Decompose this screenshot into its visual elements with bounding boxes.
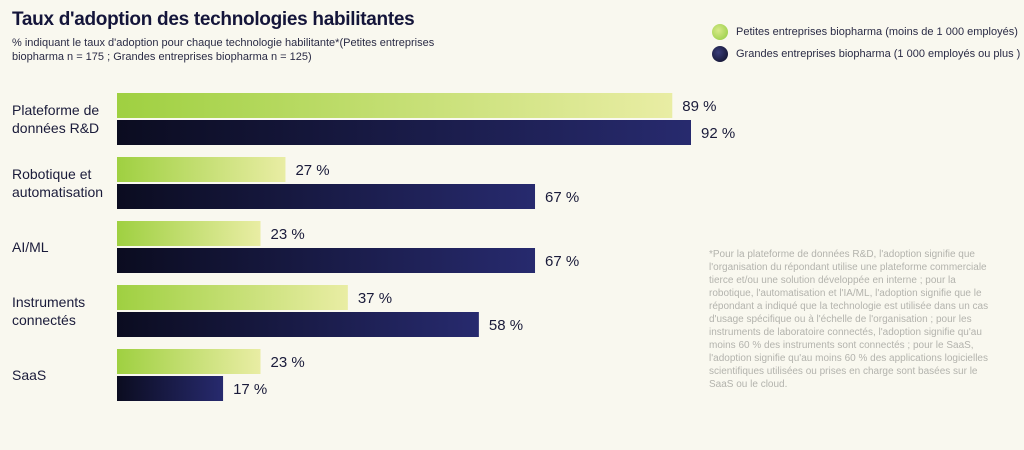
category-label-line: données R&D — [12, 120, 99, 136]
footnote: *Pour la plateforme de données R&D, l'ad… — [709, 249, 989, 390]
category-label-4: SaaS — [12, 367, 46, 383]
value-label-large-0: 92 % — [701, 125, 735, 142]
bar-large-1 — [117, 184, 536, 209]
value-label-small-2: 23 % — [271, 226, 305, 243]
value-label-large-1: 67 % — [545, 189, 579, 206]
bar-large-4 — [117, 376, 224, 401]
value-label-large-2: 67 % — [545, 253, 579, 270]
legend: Petites entreprises biopharma (moins de … — [712, 21, 1020, 65]
bar-small-2 — [117, 221, 261, 246]
category-label-line: automatisation — [12, 184, 103, 200]
bar-large-3 — [117, 312, 479, 337]
value-label-small-0: 89 % — [682, 98, 716, 115]
legend-swatch-large — [712, 46, 728, 62]
bar-large-2 — [117, 248, 536, 273]
value-label-large-3: 58 % — [489, 317, 523, 334]
category-label-line: Robotique et — [12, 166, 92, 182]
value-label-small-1: 27 % — [295, 162, 329, 179]
legend-label-large: Grandes entreprises biopharma (1 000 emp… — [736, 48, 1021, 60]
category-label-1: Robotique et automatisation — [12, 166, 103, 200]
category-label-3: Instruments connectés — [12, 294, 85, 328]
category-label-line: Plateforme de — [12, 102, 99, 118]
category-label-2: AI/ML — [12, 239, 49, 255]
chart-subtitle: % indiquant le taux d'adoption pour chaq… — [12, 37, 435, 63]
legend-item-small: Petites entreprises biopharma (moins de … — [712, 21, 1020, 43]
category-label-line: SaaS — [12, 367, 46, 383]
bar-small-4 — [117, 349, 261, 374]
legend-label-small: Petites entreprises biopharma (moins de … — [736, 26, 1018, 38]
category-label-line: Instruments — [12, 294, 85, 310]
value-label-small-4: 23 % — [271, 354, 305, 371]
bar-large-0 — [117, 120, 691, 145]
chart-title: Taux d'adoption des technologies habilit… — [12, 9, 415, 30]
bar-small-1 — [117, 157, 286, 182]
value-label-small-3: 37 % — [358, 290, 392, 307]
category-label-line: AI/ML — [12, 239, 49, 255]
legend-item-large: Grandes entreprises biopharma (1 000 emp… — [712, 43, 1020, 65]
category-label-line: connectés — [12, 312, 76, 328]
bar-small-0 — [117, 93, 673, 118]
category-label-0: Plateforme de données R&D — [12, 102, 99, 136]
value-label-large-4: 17 % — [233, 381, 267, 398]
bar-small-3 — [117, 285, 348, 310]
legend-swatch-small — [712, 24, 728, 40]
bars-group: Plateforme de données R&D 89 % 92 % Robotiqu… — [12, 93, 735, 401]
